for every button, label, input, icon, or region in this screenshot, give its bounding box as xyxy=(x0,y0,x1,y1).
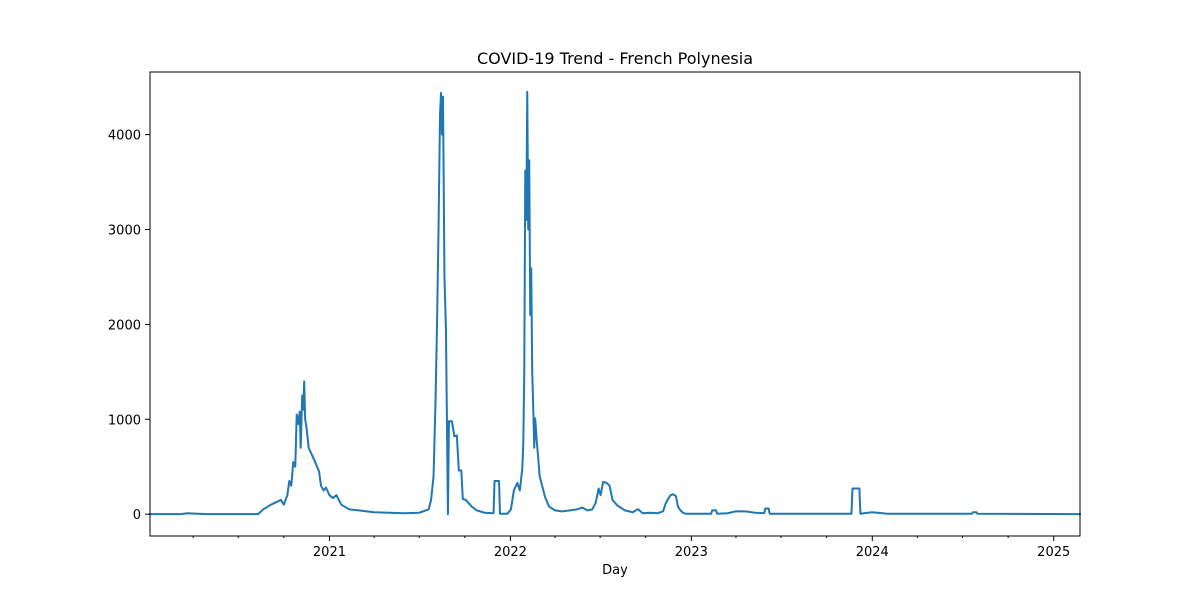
x-tick-label: 2022 xyxy=(494,545,527,560)
x-tick-label: 2025 xyxy=(1037,545,1070,560)
x-tick-label: 2023 xyxy=(675,545,708,560)
y-tick-label: 2000 xyxy=(108,318,141,333)
x-axis-label: Day xyxy=(602,563,628,578)
plot-frame xyxy=(149,71,1081,537)
x-tick-label: 2021 xyxy=(313,545,346,560)
y-tick-label: 3000 xyxy=(108,224,141,239)
chart-title: COVID-19 Trend - French Polynesia xyxy=(477,49,753,68)
y-tick-label: 0 xyxy=(133,508,141,523)
x-tick-label: 2024 xyxy=(856,545,889,560)
y-axis: 0 1000 2000 3000 4000 xyxy=(108,129,150,523)
y-tick-label: 4000 xyxy=(108,129,141,144)
y-tick-label: 1000 xyxy=(108,413,141,428)
series-line xyxy=(149,90,1082,516)
x-axis: 2021 2022 2023 2024 2025 xyxy=(192,536,1070,560)
plot-area xyxy=(149,71,1082,537)
